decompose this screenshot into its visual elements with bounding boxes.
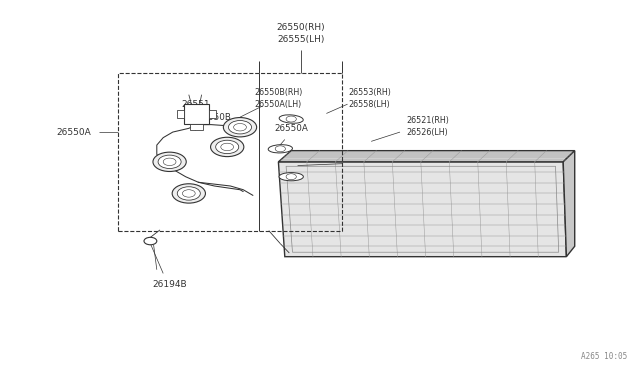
Bar xyxy=(190,124,203,130)
Text: 26521(RH)
26526(LH): 26521(RH) 26526(LH) xyxy=(406,116,449,137)
Ellipse shape xyxy=(158,155,181,169)
Text: 26550A: 26550A xyxy=(56,128,91,137)
Polygon shape xyxy=(278,162,566,257)
Circle shape xyxy=(163,158,176,166)
Polygon shape xyxy=(278,151,575,162)
Circle shape xyxy=(275,146,285,152)
Circle shape xyxy=(182,190,195,197)
Circle shape xyxy=(144,237,157,245)
Ellipse shape xyxy=(279,173,303,181)
Bar xyxy=(177,110,184,118)
Ellipse shape xyxy=(223,118,257,137)
Circle shape xyxy=(286,174,296,180)
Text: 26551: 26551 xyxy=(181,100,209,109)
Polygon shape xyxy=(563,151,575,257)
Bar xyxy=(118,73,342,231)
Circle shape xyxy=(221,143,234,151)
Ellipse shape xyxy=(279,115,303,123)
Circle shape xyxy=(234,124,246,131)
Text: 26553(RH)
26558(LH): 26553(RH) 26558(LH) xyxy=(349,88,392,109)
Ellipse shape xyxy=(177,187,200,200)
Ellipse shape xyxy=(268,145,292,153)
Text: 26550A: 26550A xyxy=(275,124,308,133)
Ellipse shape xyxy=(228,121,252,134)
Text: 26550B: 26550B xyxy=(198,113,231,122)
Ellipse shape xyxy=(172,184,205,203)
Text: 26550(RH)
26555(LH): 26550(RH) 26555(LH) xyxy=(276,23,325,44)
Circle shape xyxy=(286,116,296,122)
Bar xyxy=(209,110,216,118)
Ellipse shape xyxy=(153,152,186,171)
Ellipse shape xyxy=(211,137,244,157)
Text: A265 10:05: A265 10:05 xyxy=(581,352,627,361)
Ellipse shape xyxy=(216,140,239,154)
Text: 26550B(RH)
26550A(LH): 26550B(RH) 26550A(LH) xyxy=(254,88,303,109)
Bar xyxy=(184,104,209,125)
Text: 26194B: 26194B xyxy=(152,280,187,289)
